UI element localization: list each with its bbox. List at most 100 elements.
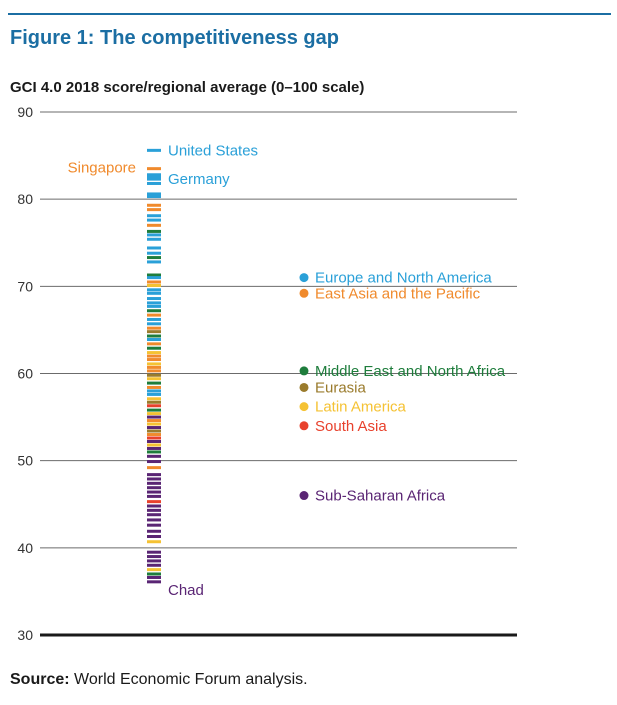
regional-average-point: [299, 366, 309, 376]
regional-average-label: Sub-Saharan Africa: [315, 488, 446, 505]
country-score-mark: [147, 256, 161, 260]
country-score-mark: [147, 504, 161, 508]
country-score-mark: [147, 433, 161, 437]
figure-title: Figure 1: The competitiveness gap: [10, 27, 339, 49]
country-score-mark: [147, 559, 161, 563]
country-score-mark: [147, 304, 161, 308]
source-label: Source:: [10, 671, 70, 688]
country-label: Chad: [168, 582, 204, 599]
country-score-mark: [147, 283, 161, 287]
country-score-mark: [147, 362, 161, 366]
country-score-mark: [147, 473, 161, 477]
country-score-mark: [147, 148, 161, 152]
country-score-mark: [147, 563, 161, 567]
country-score-mark: [147, 568, 161, 572]
country-score-mark: [147, 246, 161, 250]
country-score-mark: [147, 529, 161, 533]
country-score-mark: [147, 580, 161, 584]
country-score-mark: [147, 377, 161, 381]
y-tick-label-90: 90: [17, 104, 33, 120]
country-score-mark: [147, 354, 161, 358]
country-score-mark: [147, 326, 161, 330]
regional-average-label: Latin America: [315, 399, 407, 416]
country-score-mark: [147, 443, 161, 447]
country-score-mark: [147, 540, 161, 544]
country-score-mark: [147, 309, 161, 313]
country-score-mark: [147, 429, 161, 433]
country-score-mark: [147, 572, 161, 576]
country-score-mark: [147, 288, 161, 292]
country-score-mark: [147, 251, 161, 255]
regional-average-point: [299, 288, 309, 298]
country-score-mark: [147, 203, 161, 207]
source-text: World Economic Forum analysis.: [74, 671, 308, 688]
country-score-mark: [147, 276, 161, 280]
country-score-mark: [147, 237, 161, 241]
country-score-mark: [147, 223, 161, 227]
country-score-mark: [147, 466, 161, 470]
chart-subtitle: GCI 4.0 2018 score/regional average (0–1…: [10, 79, 365, 96]
country-score-mark: [147, 229, 161, 233]
country-score-mark: [147, 439, 161, 443]
country-score-mark: [147, 351, 161, 355]
regional-average-label: South Asia: [315, 418, 387, 435]
y-tick-label-40: 40: [17, 540, 33, 556]
country-score-mark: [147, 218, 161, 222]
country-score-mark: [147, 477, 161, 481]
country-score-mark: [147, 426, 161, 430]
country-score-mark: [147, 523, 161, 527]
country-score-mark: [147, 494, 161, 498]
country-score-mark: [147, 280, 161, 284]
country-score-mark: [147, 233, 161, 237]
country-score-mark: [147, 297, 161, 301]
country-score-mark: [147, 346, 161, 350]
country-score-mark: [147, 389, 161, 393]
regional-average-point: [299, 402, 309, 412]
country-score-mark: [147, 381, 161, 385]
country-score-mark: [147, 419, 161, 423]
country-score-mark: [147, 460, 161, 464]
regional-average-label: East Asia and the Pacific: [315, 285, 481, 302]
top-rule: [8, 13, 611, 15]
country-score-mark: [147, 450, 161, 454]
country-score-mark: [147, 550, 161, 554]
regional-average-label: Europe and North America: [315, 270, 492, 287]
country-score-mark: [147, 273, 161, 277]
country-score-mark: [147, 412, 161, 416]
country-label: United States: [168, 142, 258, 159]
country-score-mark: [147, 500, 161, 504]
country-score-mark: [147, 313, 161, 317]
y-tick-label-30: 30: [17, 627, 33, 643]
y-tick-label-50: 50: [17, 453, 33, 469]
country-score-mark: [147, 422, 161, 426]
country-score-mark: [147, 373, 161, 377]
country-score-mark: [147, 192, 161, 196]
country-score-mark: [147, 508, 161, 512]
regional-average-point: [299, 421, 309, 431]
source-note: Source: World Economic Forum analysis.: [10, 671, 308, 689]
country-score-mark: [147, 214, 161, 218]
country-score-mark: [147, 291, 161, 295]
country-label: Germany: [168, 171, 230, 188]
country-score-mark: [147, 195, 161, 199]
regional-average-point: [299, 273, 309, 283]
country-score-mark: [147, 555, 161, 559]
country-score-mark: [147, 330, 161, 334]
country-score-mark: [147, 369, 161, 373]
country-score-mark: [147, 454, 161, 458]
country-score-mark: [147, 181, 161, 185]
y-tick-label-70: 70: [17, 278, 33, 294]
country-score-mark: [147, 365, 161, 369]
country-score-mark: [147, 400, 161, 404]
competitiveness-chart: 30 40 50 60 70 80 90 United States Singapore Germ…: [17, 104, 517, 643]
country-score-mark: [147, 173, 161, 177]
regional-average-point: [299, 491, 309, 501]
country-score-mark: [147, 334, 161, 338]
country-score-mark: [147, 575, 161, 579]
country-score-mark: [147, 486, 161, 490]
country-score-mark: [147, 167, 161, 171]
country-score-mark: [147, 301, 161, 305]
country-score-mark: [147, 490, 161, 494]
regional-average-label: Middle East and North Africa: [315, 363, 506, 380]
country-score-mark: [147, 260, 161, 264]
